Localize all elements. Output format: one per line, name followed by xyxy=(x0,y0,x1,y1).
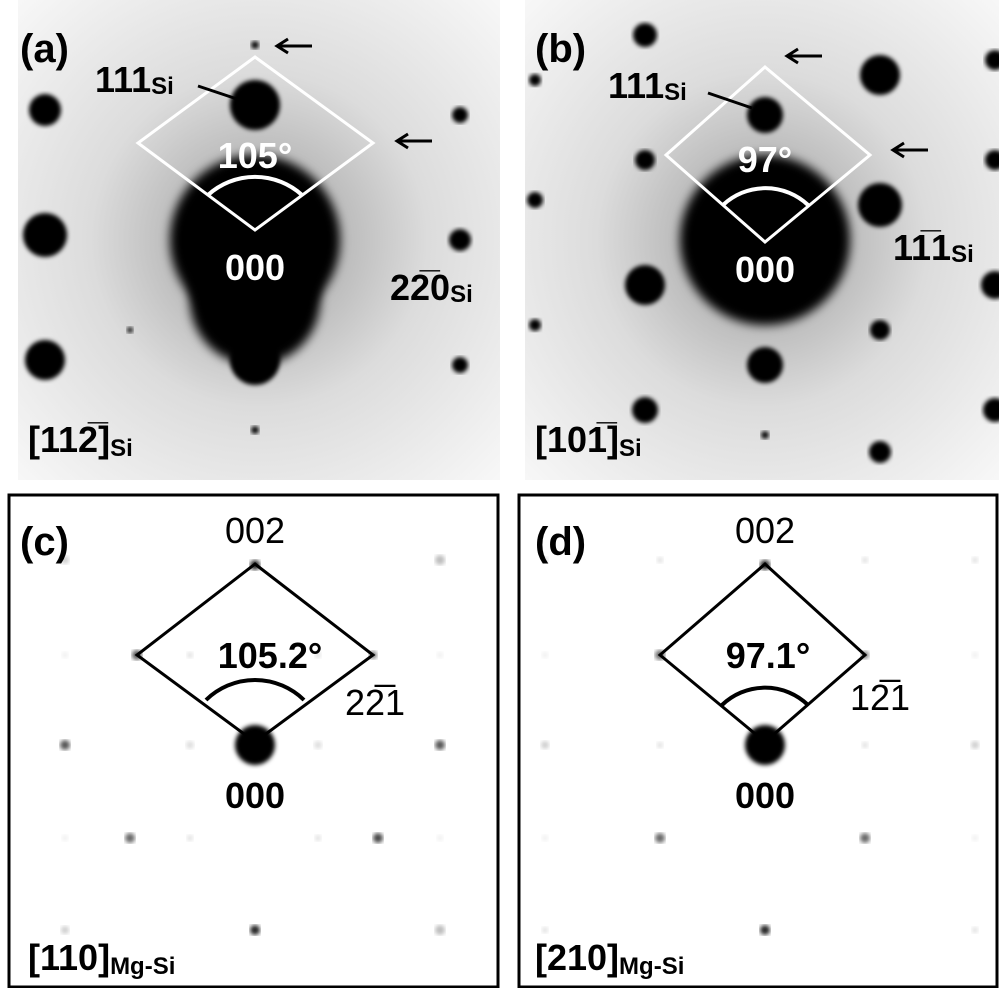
diffraction-spot xyxy=(186,741,194,749)
diffraction-spot xyxy=(860,833,870,843)
origin-label: 000 xyxy=(735,775,795,816)
diffraction-spot xyxy=(542,652,548,658)
subscript: Si xyxy=(450,281,473,308)
diffraction-spot xyxy=(869,441,891,463)
diffraction-spot xyxy=(747,347,783,383)
diffraction-spot xyxy=(862,742,868,748)
diffraction-spot xyxy=(657,557,663,563)
diffraction-spot xyxy=(230,80,280,130)
diffraction-spot xyxy=(542,927,548,933)
reflection-label: 002 xyxy=(735,510,795,551)
index: 111 xyxy=(608,65,664,106)
diffraction-spot xyxy=(860,55,900,95)
diffraction-spot xyxy=(435,925,445,935)
diffraction-spot xyxy=(250,925,260,935)
index: [210] xyxy=(535,937,619,978)
diffraction-spot xyxy=(760,925,770,935)
diffraction-spot xyxy=(60,740,70,750)
diffraction-spot xyxy=(314,741,322,749)
diffraction-spot xyxy=(25,340,65,380)
index: [110] xyxy=(28,937,110,978)
diffraction-spot xyxy=(452,107,468,123)
diffraction-spot xyxy=(187,652,193,658)
diffraction-spot xyxy=(680,155,850,325)
subscript: Si xyxy=(951,241,974,268)
diffraction-spot xyxy=(972,927,978,933)
diffraction-spot xyxy=(635,150,655,170)
subscript: Si xyxy=(151,73,174,100)
angle-label: 97° xyxy=(738,139,792,180)
origin-label: 000 xyxy=(225,775,285,816)
subscript: Mg-Si xyxy=(110,953,175,980)
diffraction-spot xyxy=(971,741,979,749)
diffraction-spot xyxy=(61,926,69,934)
angle-label: 105.2° xyxy=(218,635,322,676)
diffraction-spot xyxy=(452,357,468,373)
diffraction-spot xyxy=(437,652,443,658)
origin-label: 000 xyxy=(735,249,795,290)
index: [101̅] xyxy=(535,419,619,460)
subscript: Si xyxy=(110,435,133,462)
diffraction-spot xyxy=(655,833,665,843)
diffraction-spot xyxy=(870,320,890,340)
diffraction-spot xyxy=(127,327,133,333)
diffraction-spot xyxy=(23,213,67,257)
diffraction-spot xyxy=(29,94,61,126)
diffraction-spot xyxy=(187,835,193,841)
diffraction-spot xyxy=(625,265,665,305)
diffraction-spot xyxy=(972,835,978,841)
diffraction-spot xyxy=(62,652,68,658)
panel-label: (d) xyxy=(535,520,586,564)
angle-label: 105° xyxy=(218,135,292,176)
figure: (a) 111Si 105° 000 22̅0Si [112̅]Si (b) 1… xyxy=(0,0,999,988)
diffraction-spot xyxy=(858,183,902,227)
diffraction-spot xyxy=(657,742,663,748)
reflection-label: 002 xyxy=(225,510,285,551)
diffraction-spot xyxy=(527,192,543,208)
diffraction-spot xyxy=(541,741,549,749)
diffraction-spot xyxy=(972,557,978,563)
subscript: Si xyxy=(664,79,687,106)
diffraction-spot xyxy=(125,833,135,843)
diffraction-spot xyxy=(251,41,259,49)
index: [112̅] xyxy=(28,419,110,460)
diffraction-spot xyxy=(529,74,541,86)
panel-label: (a) xyxy=(20,27,69,71)
diffraction-spot xyxy=(747,97,783,133)
diffraction-spot xyxy=(449,229,471,251)
panel-a xyxy=(18,0,500,480)
diffraction-spot xyxy=(435,740,445,750)
reflection-label: 12̅1 xyxy=(850,677,910,718)
subscript: Si xyxy=(619,435,642,462)
diffraction-spot xyxy=(230,335,280,385)
subscript: Mg-Si xyxy=(619,953,684,980)
diffraction-spot xyxy=(437,835,443,841)
origin-label: 000 xyxy=(225,247,285,288)
diffraction-spot xyxy=(251,426,259,434)
diffraction-spot xyxy=(529,319,541,331)
diffraction-spot xyxy=(972,652,978,658)
diffraction-spot xyxy=(373,833,383,843)
diffraction-spot xyxy=(542,835,548,841)
diffraction-spot xyxy=(862,557,868,563)
diffraction-spot xyxy=(435,555,445,565)
index: 22̅0 xyxy=(390,267,450,308)
panel-label: (b) xyxy=(535,27,586,71)
diffraction-spot xyxy=(62,835,68,841)
diffraction-spot xyxy=(761,431,769,439)
diffraction-spot xyxy=(315,835,321,841)
index: 111 xyxy=(95,59,151,100)
diffraction-spot xyxy=(632,397,658,423)
index: 11̅1 xyxy=(893,227,951,268)
reflection-label: 22̅1 xyxy=(345,682,405,723)
panel-label: (c) xyxy=(20,520,69,564)
diffraction-spot xyxy=(633,23,657,47)
angle-label: 97.1° xyxy=(726,635,810,676)
